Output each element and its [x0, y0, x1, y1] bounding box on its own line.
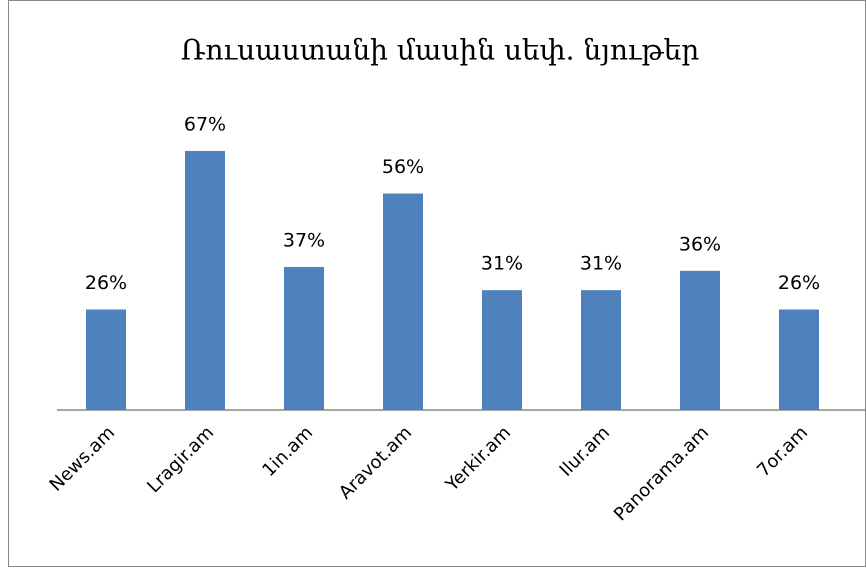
value-label: 37% — [283, 229, 325, 251]
value-label: 26% — [778, 272, 820, 294]
value-label: 56% — [382, 156, 424, 178]
bar — [680, 270, 720, 410]
bar — [482, 290, 522, 410]
chart-frame — [8, 0, 866, 567]
bar — [185, 150, 225, 410]
value-label: 31% — [580, 253, 622, 275]
value-label: 26% — [85, 272, 127, 294]
value-label: 31% — [481, 253, 523, 275]
value-label: 36% — [679, 233, 721, 255]
bar — [581, 290, 621, 410]
bar — [383, 193, 423, 410]
bar — [86, 309, 126, 410]
bar — [284, 266, 324, 410]
bar — [779, 309, 819, 410]
chart-title: Ռուսաստանի մասին սեփ. նյութեր — [181, 34, 700, 67]
value-label: 67% — [184, 113, 226, 135]
